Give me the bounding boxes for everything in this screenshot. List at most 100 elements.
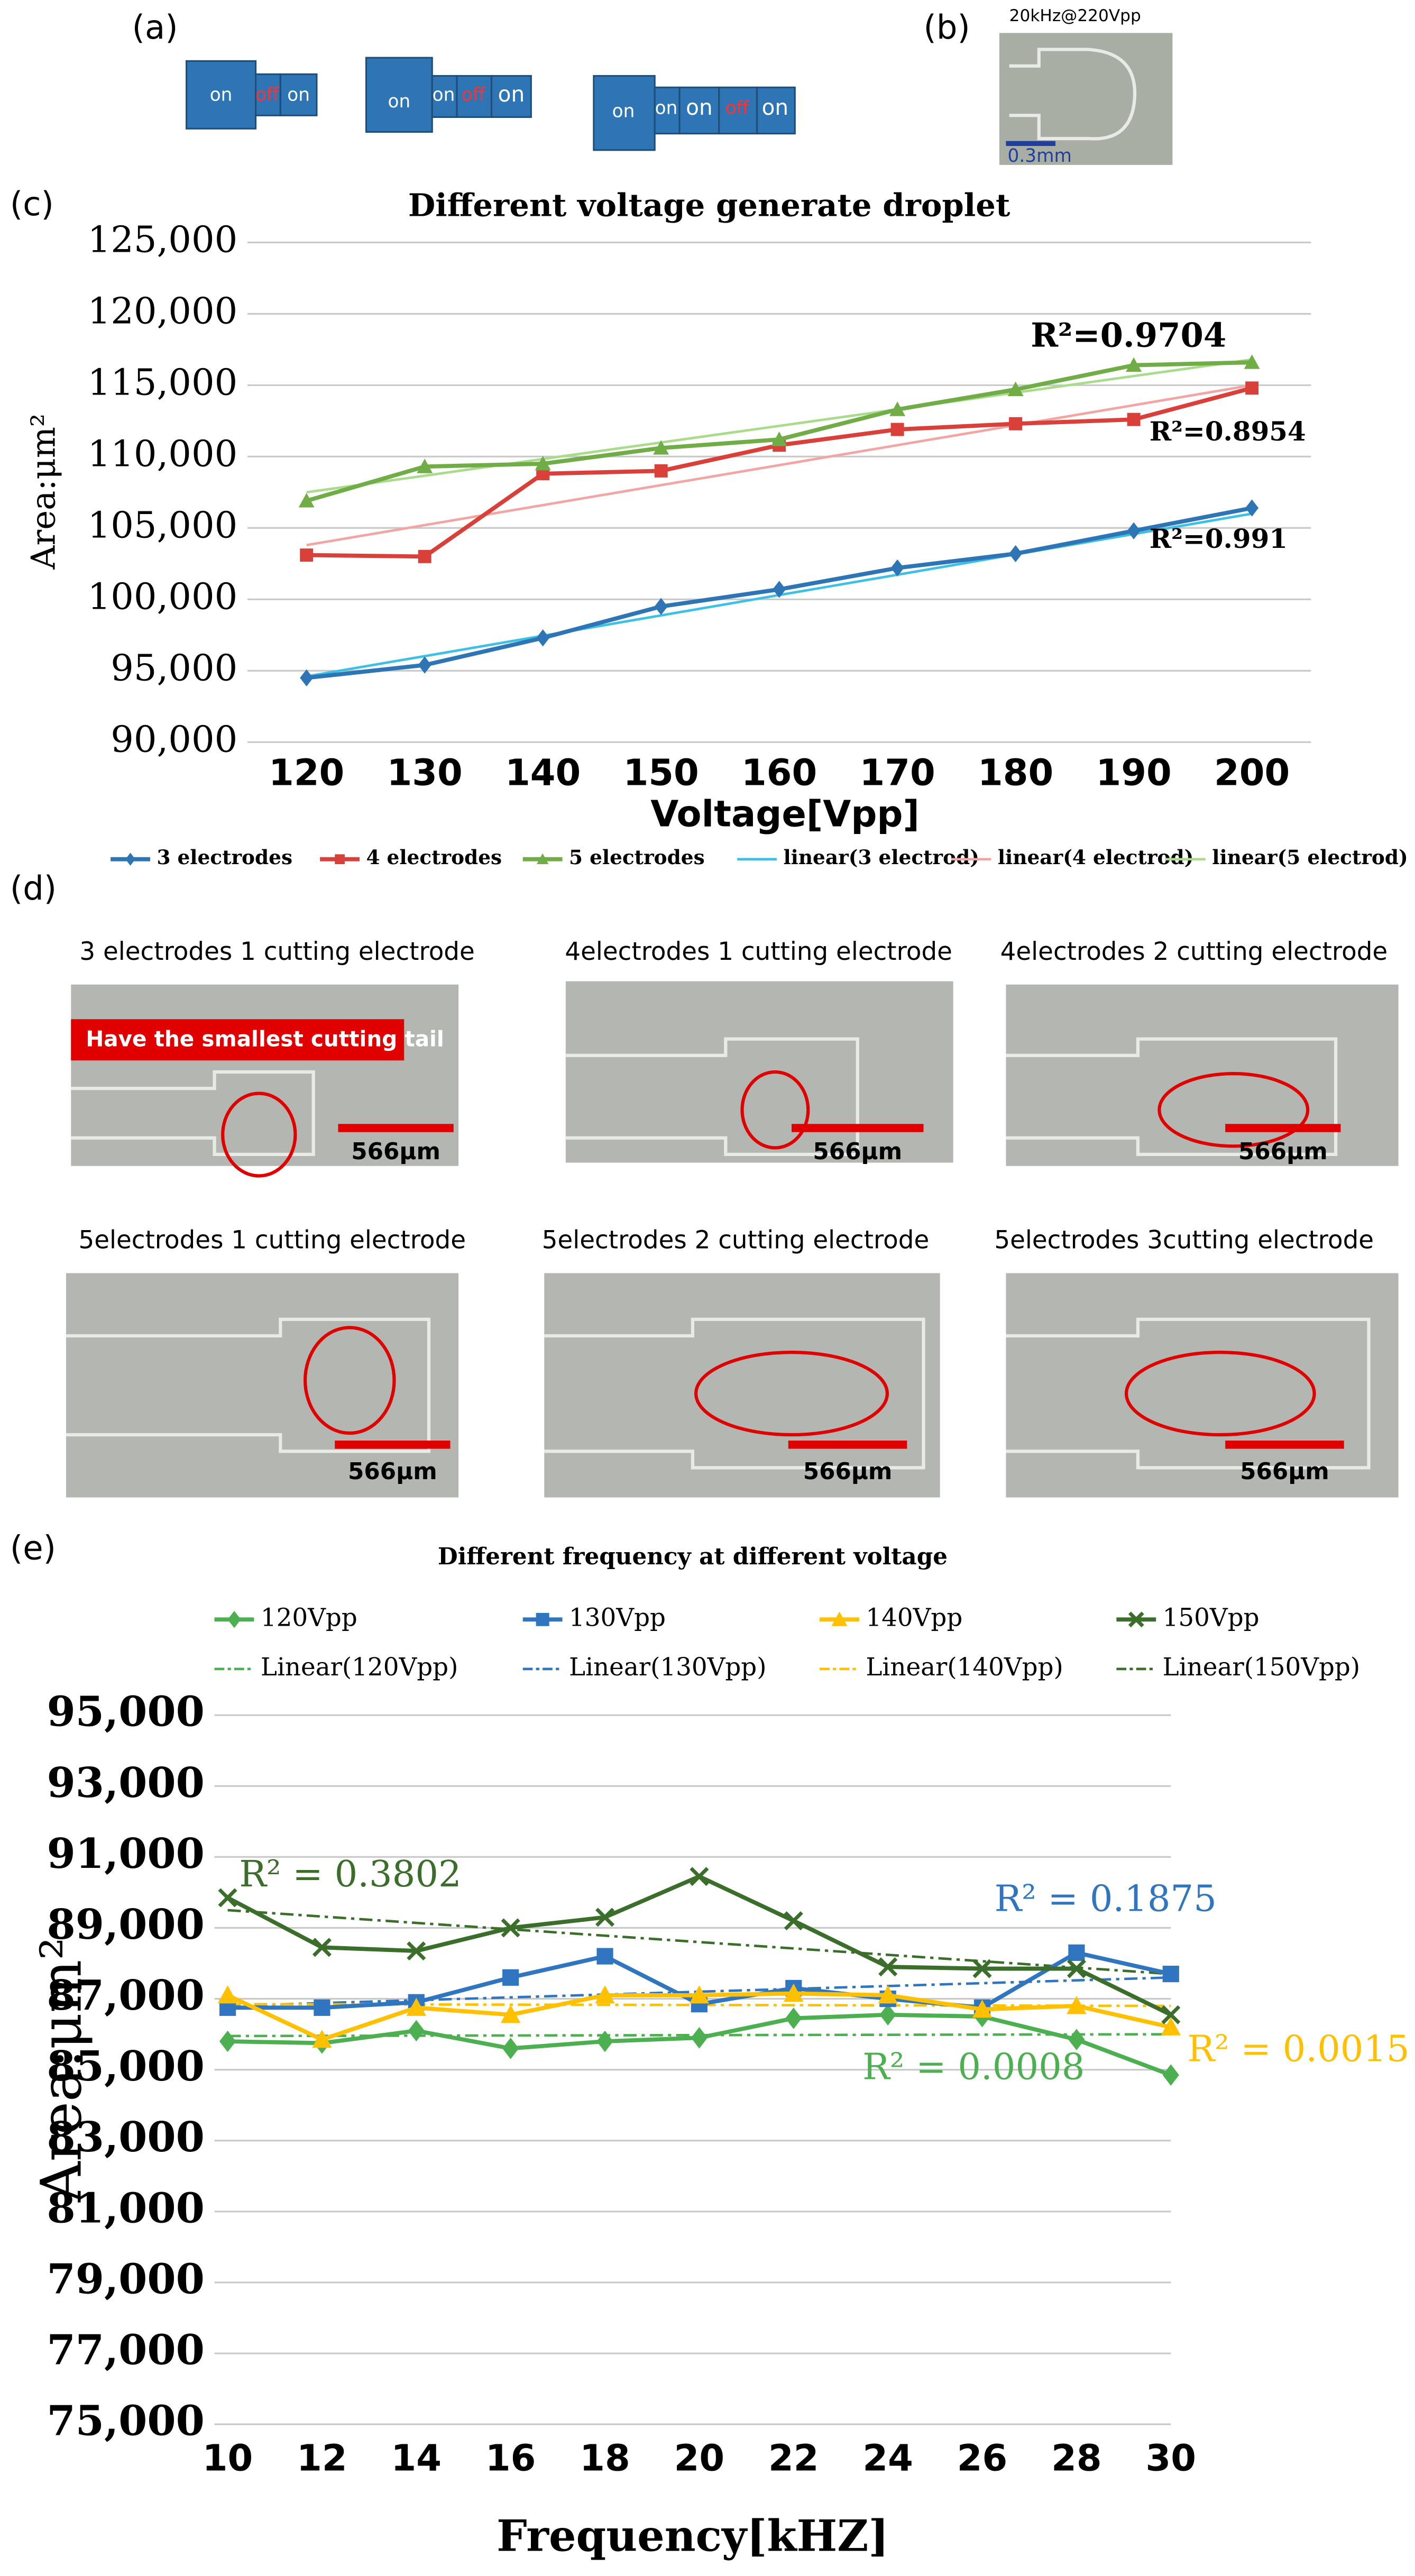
x-tick-label: 120 bbox=[269, 752, 344, 794]
electrode-diagram: on off on on on off on on on on off on bbox=[186, 57, 796, 151]
electrode-label: on bbox=[433, 84, 455, 105]
legend-label: 5 electrodes bbox=[569, 846, 705, 869]
electrode bbox=[456, 75, 493, 118]
y-tick-label: 95,000 bbox=[47, 1688, 205, 1736]
marker bbox=[1162, 2064, 1179, 2086]
x-tick-label: 18 bbox=[580, 2437, 630, 2480]
marker bbox=[1127, 522, 1141, 539]
series-line bbox=[306, 358, 1252, 494]
x-tick-label: 160 bbox=[741, 752, 817, 794]
marker bbox=[298, 493, 315, 508]
marker bbox=[1127, 412, 1141, 426]
annotation: R² = 0.0008 bbox=[862, 2046, 1085, 2088]
marker bbox=[596, 2030, 613, 2052]
series-line bbox=[306, 384, 1252, 547]
y-tick-label: 87,000 bbox=[47, 1972, 205, 2020]
photo bbox=[544, 1273, 940, 1498]
marker bbox=[1067, 1959, 1086, 1978]
electrode bbox=[279, 73, 318, 116]
marker bbox=[502, 2038, 519, 2059]
annotation: R² = 0.1875 bbox=[995, 1878, 1217, 1920]
legend-label: 4 electrodes bbox=[366, 846, 502, 869]
electrode-label: off bbox=[255, 84, 280, 105]
highlight bbox=[1124, 1351, 1316, 1437]
y-tick-label: 77,000 bbox=[47, 2326, 205, 2375]
highlight bbox=[1157, 1071, 1310, 1148]
marker bbox=[1162, 1966, 1179, 1983]
y-tick-label: 90,000 bbox=[111, 718, 237, 760]
y-tick-label: 81,000 bbox=[47, 2184, 205, 2232]
legend-label: 140Vpp bbox=[866, 1603, 962, 1632]
marker bbox=[1067, 1996, 1087, 2014]
x-tick-label: 24 bbox=[862, 2437, 913, 2480]
marker bbox=[1068, 1944, 1085, 1961]
series-line bbox=[227, 2033, 1171, 2038]
marker bbox=[1007, 381, 1024, 396]
legend-label: 120Vpp bbox=[261, 1603, 357, 1632]
x-tick-label: 28 bbox=[1051, 2437, 1101, 2480]
photo bbox=[1006, 1273, 1399, 1498]
marker bbox=[300, 669, 314, 687]
marker bbox=[314, 1999, 330, 2016]
electrode bbox=[654, 86, 681, 135]
electrode-label: on bbox=[612, 101, 635, 122]
x-axis-label: Voltage[Vpp] bbox=[650, 793, 920, 836]
marker bbox=[1068, 2029, 1085, 2050]
electrode-label: on bbox=[287, 84, 310, 105]
marker bbox=[654, 464, 668, 478]
annotation: R² = 0.0015 bbox=[1187, 2028, 1409, 2070]
photos-d: 3 electrodes 1 cutting electrode 4electr… bbox=[66, 938, 1399, 1498]
y-tick-label: 91,000 bbox=[47, 1830, 205, 1878]
marker bbox=[831, 1611, 848, 1626]
marker bbox=[1009, 417, 1023, 430]
marker bbox=[690, 1867, 709, 1886]
x-tick-label: 16 bbox=[485, 2437, 536, 2480]
annotation: R²=0.8954 bbox=[1150, 416, 1306, 447]
electrode-label: on bbox=[498, 81, 525, 107]
marker bbox=[595, 1908, 615, 1927]
marker bbox=[1161, 2017, 1181, 2036]
x-tick-label: 20 bbox=[674, 2437, 724, 2480]
legend-label: 130Vpp bbox=[569, 1603, 666, 1632]
marker bbox=[312, 1938, 332, 1957]
electrode-label: off bbox=[725, 97, 750, 118]
marker bbox=[217, 1985, 238, 2004]
marker bbox=[889, 401, 906, 416]
photo-caption: 20kHz@220Vpp bbox=[1009, 6, 1141, 25]
marker bbox=[595, 1985, 615, 2004]
electrode-label: on bbox=[388, 91, 410, 112]
channel bbox=[66, 1317, 431, 1453]
electrode bbox=[186, 60, 257, 130]
electrode-label: on bbox=[762, 95, 788, 120]
marker bbox=[227, 1611, 241, 1628]
electrode-label: on bbox=[210, 84, 233, 105]
scale-label: 0.3mm bbox=[1008, 145, 1072, 167]
panel-label: (b) bbox=[924, 8, 970, 47]
marker bbox=[535, 455, 551, 471]
series-line bbox=[227, 1976, 1171, 2007]
marker bbox=[125, 852, 135, 866]
marker bbox=[653, 440, 669, 455]
channel bbox=[1006, 1037, 1338, 1157]
marker bbox=[218, 1888, 237, 1908]
legend-label: 3 electrodes bbox=[157, 846, 292, 869]
marker bbox=[536, 629, 550, 647]
scale-label: 566μm bbox=[1238, 1138, 1328, 1165]
x-tick-label: 150 bbox=[623, 752, 699, 794]
electrode bbox=[756, 86, 796, 135]
marker bbox=[1245, 381, 1259, 395]
x-tick-label: 14 bbox=[391, 2437, 442, 2480]
legend-label: linear(3 electrod) bbox=[783, 846, 979, 869]
y-tick-label: 79,000 bbox=[47, 2255, 205, 2303]
annotation: R² = 0.3802 bbox=[239, 1853, 461, 1895]
x-tick-label: 10 bbox=[203, 2437, 253, 2480]
y-tick-label: 100,000 bbox=[88, 575, 238, 618]
marker bbox=[418, 549, 431, 563]
marker bbox=[691, 2027, 707, 2049]
x-tick-label: 22 bbox=[768, 2437, 819, 2480]
marker bbox=[784, 1983, 804, 2002]
channel bbox=[71, 1070, 315, 1157]
photo-caption: 5electrodes 3cutting electrode bbox=[994, 1226, 1374, 1255]
annotation: R²=0.991 bbox=[1150, 523, 1288, 554]
marker bbox=[406, 1997, 426, 2016]
